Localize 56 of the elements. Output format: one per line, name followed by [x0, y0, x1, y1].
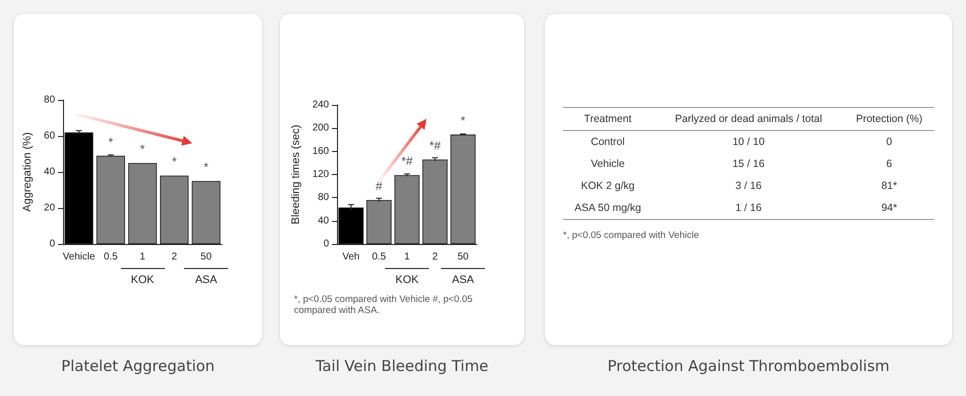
- y-tick-label: 240: [312, 100, 330, 110]
- annotation: *: [204, 160, 209, 174]
- text: ASA: [450, 274, 475, 286]
- text: 6: [885, 157, 894, 172]
- y-tick-label: 0: [49, 238, 56, 250]
- text: Treatment: [583, 112, 633, 127]
- x-tick-label: Vehicle: [62, 252, 96, 262]
- y-tick-label: 200: [312, 122, 330, 134]
- text: *, p<0.05 compared with Vehicle: [563, 230, 700, 241]
- text: 10 / 10: [731, 135, 766, 150]
- text: ASA 50 mg/kg: [574, 201, 642, 216]
- text: 15 / 16: [731, 157, 766, 172]
- text: KOK: [130, 274, 156, 286]
- y-tick-label: 160: [312, 146, 330, 157]
- text: 3 / 16: [734, 179, 763, 194]
- x-tick-label: 1: [140, 252, 146, 262]
- text: 94*: [880, 201, 898, 216]
- text: ASA: [194, 274, 218, 286]
- x-tick-label: Veh: [342, 252, 360, 262]
- x-tick-label: 2: [432, 252, 438, 262]
- annotation: *: [172, 154, 177, 169]
- annotation: *#: [401, 154, 413, 168]
- x-tick-label: 2: [172, 252, 178, 262]
- annotation: *#: [429, 138, 441, 152]
- annotation: *: [460, 114, 466, 128]
- text: KOK: [394, 274, 420, 286]
- text: Tail Vein Bleeding Time: [314, 357, 490, 375]
- y-tick-label: 60: [44, 130, 56, 142]
- text: Protection Against Thromboembolism: [606, 357, 891, 375]
- text: 1 / 16: [734, 201, 763, 216]
- y-axis-title: Aggregation (%): [22, 132, 34, 212]
- y-tick-label: 20: [44, 202, 56, 214]
- y-tick-label: 40: [318, 215, 330, 226]
- y-tick-label: 0: [323, 238, 330, 250]
- y-axis-title: Bleeding times (sec): [290, 124, 302, 224]
- text: Platelet Aggregation: [60, 357, 216, 375]
- text: Vehicle: [590, 157, 626, 172]
- text: Parlyzed or dead animals / total: [674, 112, 824, 127]
- y-tick-label: 80: [44, 94, 56, 106]
- x-tick-label: 1: [404, 252, 410, 262]
- annotation: #: [376, 178, 383, 193]
- text: *, p<0.05 compared with Vehicle #, p<0.05 compared with ASA.: [294, 294, 474, 316]
- text: KOK 2 g/kg: [580, 179, 636, 194]
- text: Control: [590, 135, 626, 150]
- text: Protection (%): [854, 112, 924, 127]
- text: 0: [885, 135, 894, 150]
- x-tick-label: 50: [457, 252, 469, 262]
- annotation: *: [108, 134, 114, 149]
- y-tick-label: 120: [312, 169, 330, 180]
- x-tick-label: 0.5: [372, 252, 386, 262]
- x-tick-label: 50: [200, 252, 212, 262]
- annotation: *: [140, 142, 146, 156]
- y-tick-label: 40: [44, 166, 56, 178]
- x-tick-label: 0.5: [104, 252, 118, 262]
- y-tick-label: 80: [318, 192, 330, 204]
- text: 81*: [880, 179, 898, 194]
